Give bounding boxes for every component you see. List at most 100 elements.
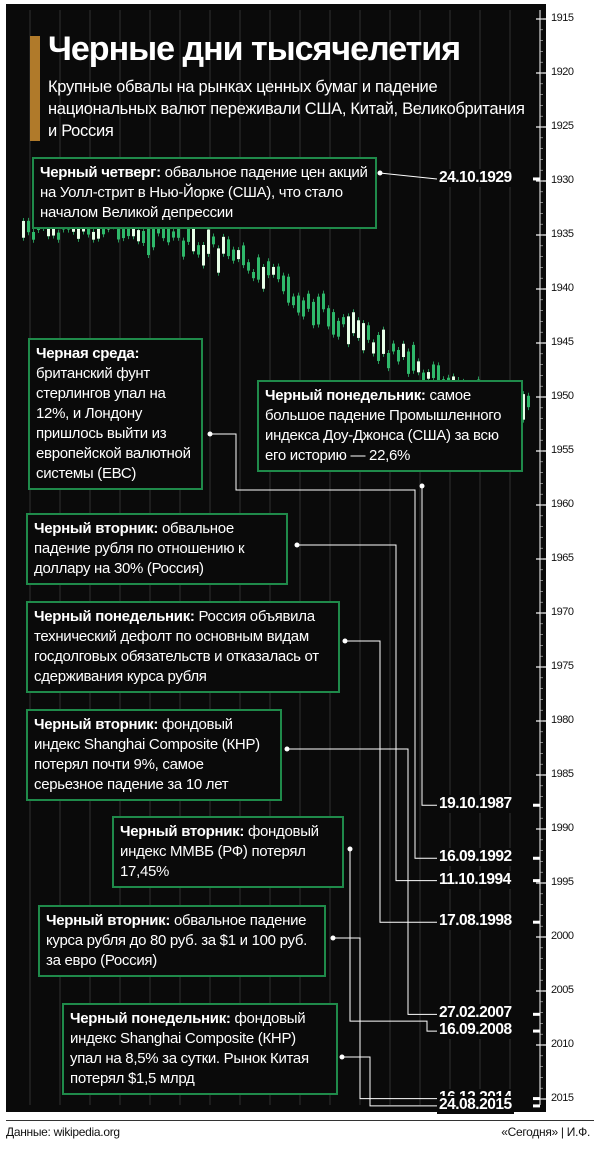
event-date-label: 19.10.1987 (437, 795, 514, 814)
leader-line (342, 1056, 437, 1107)
event-date-label: 16.09.2008 (437, 1021, 514, 1040)
price-candle (212, 236, 215, 245)
source-note: Данные: wikipedia.org (6, 1125, 120, 1139)
year-tick-label: 1955 (551, 444, 574, 456)
event-date-label: 17.08.1998 (437, 912, 514, 931)
leader-line (287, 748, 437, 1015)
event-box-1929: Черный четверг: обвальное падение цен ак… (32, 157, 377, 229)
price-candle (402, 343, 405, 358)
price-candle (162, 227, 165, 239)
event-box-2014: Черный вторник: обвальное падение курса … (38, 905, 326, 977)
price-candle (522, 394, 525, 420)
event-term: Черный вторник: (46, 912, 171, 929)
event-box-2007: Черный вторник: фондовый индекс Shanghai… (26, 709, 282, 801)
price-candle (27, 220, 30, 233)
price-candle (307, 293, 310, 309)
year-tick-label: 1920 (551, 66, 574, 78)
price-candle (427, 372, 430, 379)
event-text: фондовый индекс ММВБ (РФ) потерял 17,45% (120, 823, 319, 880)
leader-line (349, 849, 437, 1032)
price-candle (247, 262, 250, 271)
price-candle (267, 261, 270, 276)
price-candle (57, 232, 60, 240)
price-candle (197, 245, 200, 255)
price-candle (32, 231, 35, 240)
event-term: Черный вторник: (34, 520, 159, 537)
price-candle (342, 317, 345, 325)
price-candle (412, 344, 415, 371)
year-tick-label: 1930 (551, 174, 574, 186)
year-tick-label: 1925 (551, 120, 574, 132)
price-candle (22, 220, 25, 238)
price-candle (227, 239, 230, 257)
leader-line (379, 172, 438, 180)
chart-subtitle: Крупные обвалы на рынках ценных бумаг и … (48, 78, 525, 140)
year-tick-label: 1950 (551, 390, 574, 402)
event-date-label: 24.08.2015 (437, 1095, 514, 1114)
price-candle (182, 240, 185, 257)
price-candle (407, 351, 410, 374)
year-tick-label: 2010 (551, 1038, 574, 1050)
price-candle (317, 296, 320, 325)
year-tick-label: 1935 (551, 228, 574, 240)
price-candle (202, 244, 205, 266)
price-candle (282, 275, 285, 292)
price-candle (177, 222, 180, 238)
price-candle (167, 220, 170, 243)
footer-divider (6, 1120, 594, 1121)
event-date-label: 16.09.1992 (437, 848, 514, 867)
event-term: Черный вторник: (120, 823, 245, 840)
leader-line (210, 433, 437, 859)
event-date-label: 24.10.1929 (437, 168, 514, 187)
price-candle (297, 295, 300, 313)
price-candle (287, 276, 290, 303)
year-tick-label: 1940 (551, 282, 574, 294)
price-candle (232, 249, 235, 261)
price-candle (187, 225, 190, 242)
price-candle (142, 231, 145, 243)
price-candle (527, 395, 530, 408)
price-candle (382, 329, 385, 354)
event-box-1998: Черный понедельник: Россия объявила техн… (26, 601, 340, 693)
price-candle (302, 300, 305, 317)
price-candle (192, 225, 195, 252)
year-tick-label: 1975 (551, 660, 574, 672)
year-tick-label: 2015 (551, 1092, 574, 1104)
price-candle (347, 316, 350, 345)
price-candle (372, 342, 375, 354)
event-text: обвальное падение курса рубля до 80 руб.… (46, 912, 307, 969)
event-text: Россия объявила технический дефолт по ос… (34, 608, 319, 685)
price-candle (272, 266, 275, 275)
event-term: Черный четверг: (40, 164, 161, 181)
year-tick-label: 1995 (551, 876, 574, 888)
price-candle (352, 312, 355, 334)
year-tick-label: 1960 (551, 498, 574, 510)
price-candle (277, 266, 280, 280)
price-candle (362, 323, 365, 351)
chart-title: Черные дни тысячелетия (48, 30, 461, 68)
price-candle (367, 325, 370, 340)
leader-line (297, 544, 437, 882)
year-tick-label: 1990 (551, 822, 574, 834)
price-candle (117, 224, 120, 240)
event-box-1994: Черный вторник: обвальное падение рубля … (26, 513, 288, 585)
event-text: фондовый индекс Shanghai Composite (КНР)… (70, 1010, 309, 1087)
event-text: обвальное падение рубля по отношению к д… (34, 520, 245, 577)
year-tick-label: 1980 (551, 714, 574, 726)
price-candle (92, 231, 95, 240)
year-tick-label: 1970 (551, 606, 574, 618)
event-text: самое большое падение Промышленного инде… (265, 387, 502, 464)
event-text: обвальное падение цен акций на Уолл-стри… (40, 164, 368, 221)
price-candle (152, 224, 155, 248)
price-candle (217, 248, 220, 273)
price-candle (337, 320, 340, 337)
leader-line (333, 937, 437, 1100)
price-candle (172, 231, 175, 238)
price-candle (262, 266, 265, 289)
year-tick-label: 1945 (551, 336, 574, 348)
price-candle (422, 372, 425, 382)
price-candle (327, 308, 330, 327)
event-term: Черный понедельник: (70, 1010, 231, 1027)
year-tick-label: 1915 (551, 12, 574, 24)
event-text: британский фунт стерлингов упал на 12%, … (36, 365, 191, 482)
